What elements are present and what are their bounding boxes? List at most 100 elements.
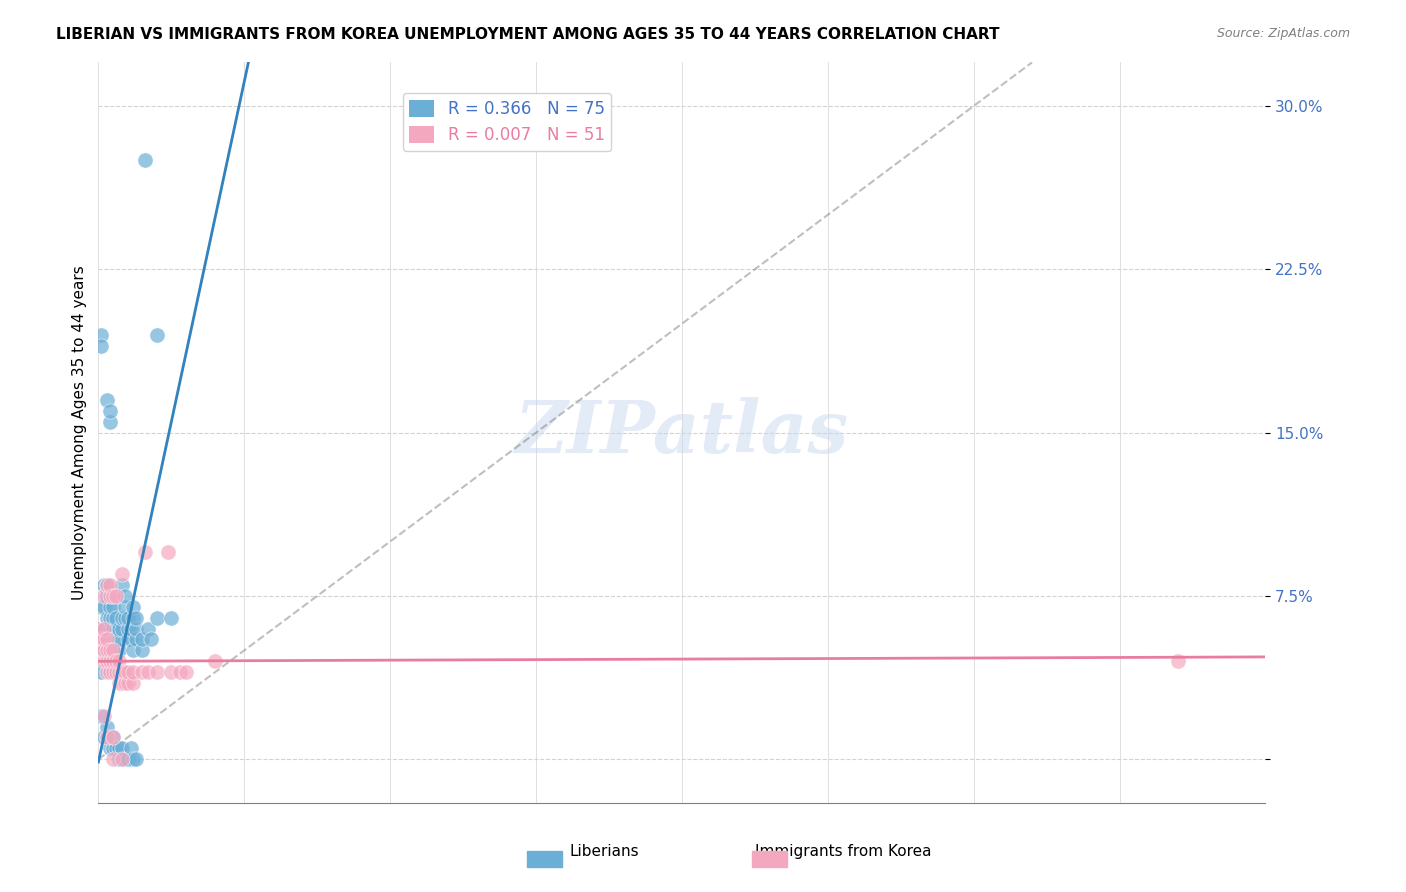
- Point: [111, 665, 134, 680]
- Point: [101, 611, 124, 625]
- Point: [93, 643, 115, 657]
- Point: [139, 632, 162, 647]
- Point: [125, 632, 148, 647]
- Point: [93, 643, 115, 657]
- Point: [101, 643, 124, 657]
- Point: [174, 665, 197, 680]
- Point: [93, 731, 115, 745]
- Point: [131, 665, 153, 680]
- Point: [122, 665, 145, 680]
- Point: [96, 720, 118, 734]
- Point: [111, 752, 134, 766]
- Point: [114, 599, 136, 614]
- Point: [111, 611, 134, 625]
- Point: [90, 643, 112, 657]
- Point: [117, 622, 139, 636]
- Point: [90, 665, 112, 680]
- Point: [98, 589, 121, 603]
- Point: [146, 611, 169, 625]
- Point: [104, 665, 127, 680]
- Point: [93, 599, 115, 614]
- Point: [117, 752, 139, 766]
- Legend: R = 0.366   N = 75, R = 0.007   N = 51: R = 0.366 N = 75, R = 0.007 N = 51: [402, 93, 612, 151]
- Point: [1167, 654, 1189, 668]
- Point: [96, 632, 118, 647]
- Point: [87, 622, 110, 636]
- Point: [125, 611, 148, 625]
- Point: [93, 708, 115, 723]
- Point: [96, 611, 118, 625]
- Point: [90, 632, 112, 647]
- Point: [90, 338, 112, 352]
- Point: [98, 599, 121, 614]
- Point: [146, 665, 169, 680]
- Point: [87, 632, 110, 647]
- Point: [122, 643, 145, 657]
- Point: [108, 665, 131, 680]
- Point: [169, 665, 191, 680]
- Point: [96, 665, 118, 680]
- Point: [98, 741, 121, 756]
- Point: [101, 589, 124, 603]
- Point: [104, 665, 127, 680]
- Point: [101, 731, 124, 745]
- Point: [98, 622, 121, 636]
- Point: [96, 589, 118, 603]
- Point: [101, 665, 124, 680]
- Point: [96, 731, 118, 745]
- Point: [104, 741, 127, 756]
- Point: [114, 676, 136, 690]
- Point: [146, 327, 169, 342]
- Point: [122, 611, 145, 625]
- Point: [93, 632, 115, 647]
- Point: [96, 654, 118, 668]
- Point: [114, 589, 136, 603]
- Point: [90, 708, 112, 723]
- Text: ZIPatlas: ZIPatlas: [515, 397, 849, 468]
- Point: [131, 632, 153, 647]
- Point: [134, 153, 156, 168]
- Point: [111, 741, 134, 756]
- Point: [134, 545, 156, 559]
- Point: [114, 611, 136, 625]
- Text: Source: ZipAtlas.com: Source: ZipAtlas.com: [1216, 27, 1350, 40]
- Point: [101, 752, 124, 766]
- Point: [204, 654, 226, 668]
- Point: [93, 589, 115, 603]
- Point: [108, 632, 131, 647]
- Point: [93, 622, 115, 636]
- Point: [90, 327, 112, 342]
- Point: [104, 632, 127, 647]
- Point: [98, 665, 121, 680]
- Point: [117, 611, 139, 625]
- Point: [117, 632, 139, 647]
- Point: [117, 676, 139, 690]
- Point: [117, 665, 139, 680]
- Point: [136, 665, 159, 680]
- Point: [96, 392, 118, 407]
- Point: [96, 731, 118, 745]
- Point: [108, 741, 131, 756]
- Y-axis label: Unemployment Among Ages 35 to 44 years: Unemployment Among Ages 35 to 44 years: [72, 265, 87, 600]
- Point: [98, 665, 121, 680]
- Point: [101, 599, 124, 614]
- Point: [96, 578, 118, 592]
- Point: [120, 622, 142, 636]
- Point: [101, 622, 124, 636]
- Point: [108, 622, 131, 636]
- Point: [160, 611, 183, 625]
- Point: [104, 654, 127, 668]
- Point: [96, 632, 118, 647]
- Point: [104, 611, 127, 625]
- Point: [98, 578, 121, 592]
- Point: [93, 622, 115, 636]
- Text: Liberians: Liberians: [569, 845, 640, 859]
- Point: [120, 632, 142, 647]
- Text: LIBERIAN VS IMMIGRANTS FROM KOREA UNEMPLOYMENT AMONG AGES 35 TO 44 YEARS CORRELA: LIBERIAN VS IMMIGRANTS FROM KOREA UNEMPL…: [56, 27, 1000, 42]
- Point: [108, 665, 131, 680]
- Point: [98, 654, 121, 668]
- Point: [108, 654, 131, 668]
- Point: [98, 611, 121, 625]
- Point: [131, 643, 153, 657]
- Point: [101, 741, 124, 756]
